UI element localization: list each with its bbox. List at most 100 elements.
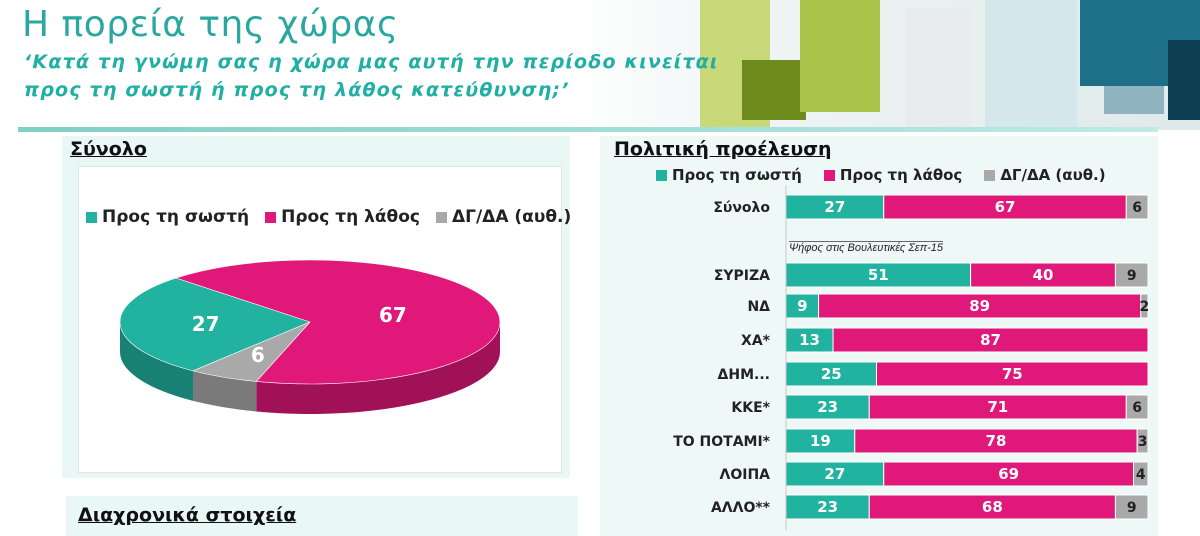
category-label: ΚΚΕ*	[731, 400, 770, 416]
bar-data-label: 40	[1033, 266, 1054, 284]
header-decoration-tile	[742, 60, 806, 120]
pie-data-label: 67	[379, 303, 407, 327]
bar-segment	[868, 394, 1127, 420]
stacked-bar-chart: Σύνολο 27 67 6 ΣΥΡΙΖΑ 51 40 9 ΝΔ 9 89 2 ΧΑ* 13 87 ΔΗΜ..…	[673, 185, 1150, 530]
total-panel-heading: Σύνολο	[70, 138, 147, 160]
bar-segment	[785, 262, 972, 288]
bar-segment	[876, 361, 1149, 387]
legend-item-right: Προς τη σωστή	[86, 207, 249, 227]
bar-data-label: 6	[1132, 200, 1142, 216]
pie-data-label: 27	[192, 312, 220, 336]
bar-segment	[1133, 461, 1149, 487]
bar-data-label: 23	[817, 398, 838, 416]
bar-data-label: 9	[1127, 500, 1137, 516]
pie-legend: Προς τη σωστή Προς τη λάθος ΔΓ/ΔΑ (αυθ.)	[86, 207, 571, 227]
legend-label: ΔΓ/ΔΑ (αυθ.)	[1000, 166, 1106, 184]
bar-data-label: 23	[817, 498, 838, 516]
bar-data-label: 27	[824, 198, 845, 216]
bar-segment	[1114, 262, 1149, 288]
bar-legend: Προς τη σωστή Προς τη λάθος ΔΓ/ΔΑ (αυθ.)	[656, 166, 1106, 184]
subtitle-line-2: προς τη σωστή ή προς τη λάθος κατεύθυνση…	[24, 79, 570, 101]
bar-data-label: 68	[982, 498, 1003, 516]
history-panel	[66, 496, 578, 536]
pie-slice-side	[256, 322, 500, 414]
vote-note: Ψήφος στις Βουλευτικές Σεπ-15	[789, 241, 944, 254]
bar-segment	[785, 461, 885, 487]
legend-item-wrong: Προς τη λάθος	[823, 166, 963, 184]
pie-slice-side	[120, 322, 194, 401]
legend-swatch	[86, 211, 97, 223]
pie-slice	[192, 321, 311, 382]
bar-segment	[970, 262, 1116, 288]
bar-segment	[832, 327, 1149, 353]
bar-segment	[1125, 194, 1149, 220]
bar-data-label: 9	[1127, 268, 1137, 284]
legend-item-right: Προς τη σωστή	[656, 166, 802, 184]
bar-data-label: 4	[1136, 467, 1146, 483]
category-label: ΛΟΙΠΑ	[720, 467, 771, 483]
pie-slice	[119, 277, 311, 372]
category-label: ΔΗΜ...	[718, 367, 770, 383]
category-label: ΧΑ*	[741, 333, 771, 349]
bar-data-label: 87	[980, 331, 1001, 349]
bar-data-label: 13	[799, 331, 820, 349]
legend-swatch	[435, 211, 447, 223]
legend-swatch	[656, 169, 667, 181]
bar-data-label: 69	[998, 465, 1019, 483]
bar-data-label: 89	[969, 297, 990, 315]
bar-segment	[785, 327, 834, 353]
bar-segment	[785, 293, 820, 319]
legend-item-dkna: ΔΓ/ΔΑ (αυθ.)	[435, 207, 572, 227]
bar-segment	[1140, 293, 1149, 319]
bar-segment	[1136, 428, 1149, 454]
bar-segment	[785, 361, 877, 387]
category-label: ΤΟ ΠΟΤΑΜΙ*	[673, 434, 770, 450]
political-origin-heading: Πολιτική προέλευση	[614, 138, 832, 160]
header-decoration-tile	[905, 8, 971, 130]
page-title: Η πορεία της χώρας	[22, 4, 399, 45]
legend-label: Προς τη λάθος	[839, 166, 963, 184]
bar-data-label: 19	[810, 432, 831, 450]
category-label: ΑΛΛΟ**	[711, 500, 771, 516]
page-subtitle: ‘Κατά τη γνώμη σας η χώρα μας αυτή την π…	[24, 48, 719, 104]
legend-label: Προς τη λάθος	[281, 207, 420, 227]
legend-label: Προς τη σωστή	[672, 166, 802, 184]
bar-segment	[883, 194, 1127, 220]
category-label: Σύνολο	[713, 200, 770, 216]
bar-segment	[1114, 494, 1149, 520]
legend-item-dkna: ΔΓ/ΔΑ (αυθ.)	[984, 166, 1106, 184]
bar-data-label: 6	[1132, 400, 1142, 416]
pie-data-label: 6	[251, 343, 265, 367]
bar-segment	[785, 428, 856, 454]
subtitle-line-1: ‘Κατά τη γνώμη σας η χώρα μας αυτή την π…	[24, 51, 719, 73]
category-label: ΣΥΡΙΖΑ	[714, 268, 770, 284]
bar-data-label: 51	[868, 266, 889, 284]
bar-data-label: 78	[986, 432, 1007, 450]
title-divider	[18, 127, 1158, 132]
bar-data-label: 67	[995, 198, 1016, 216]
bar-segment	[883, 461, 1135, 487]
category-label: ΝΔ	[747, 299, 770, 315]
legend-label: Προς τη σωστή	[102, 207, 250, 227]
legend-swatch	[984, 169, 996, 181]
bar-data-label: 9	[797, 297, 807, 315]
history-panel-heading: Διαχρονικά στοιχεία	[78, 504, 297, 526]
bar-data-label: 2	[1140, 299, 1150, 315]
legend-label: ΔΓ/ΔΑ (αυθ.)	[451, 207, 572, 227]
header-decoration-tile	[1104, 86, 1164, 114]
header-decoration-tile	[985, 0, 1077, 128]
pie-slice-side	[193, 370, 257, 412]
pie-chart: 27 67 6	[119, 259, 501, 414]
bar-data-label: 25	[821, 365, 842, 383]
bar-data-label: 3	[1138, 434, 1148, 450]
pie-slice	[175, 259, 501, 385]
bar-segment	[1125, 394, 1149, 420]
header-decoration-tile	[1168, 40, 1200, 120]
bar-data-label: 75	[1002, 365, 1023, 383]
legend-item-wrong: Προς τη λάθος	[265, 207, 420, 227]
legend-swatch	[265, 211, 277, 223]
legend-swatch	[823, 169, 835, 181]
bar-data-label: 71	[987, 398, 1008, 416]
bar-data-label: 27	[824, 465, 845, 483]
header-decoration-tile	[800, 0, 880, 112]
